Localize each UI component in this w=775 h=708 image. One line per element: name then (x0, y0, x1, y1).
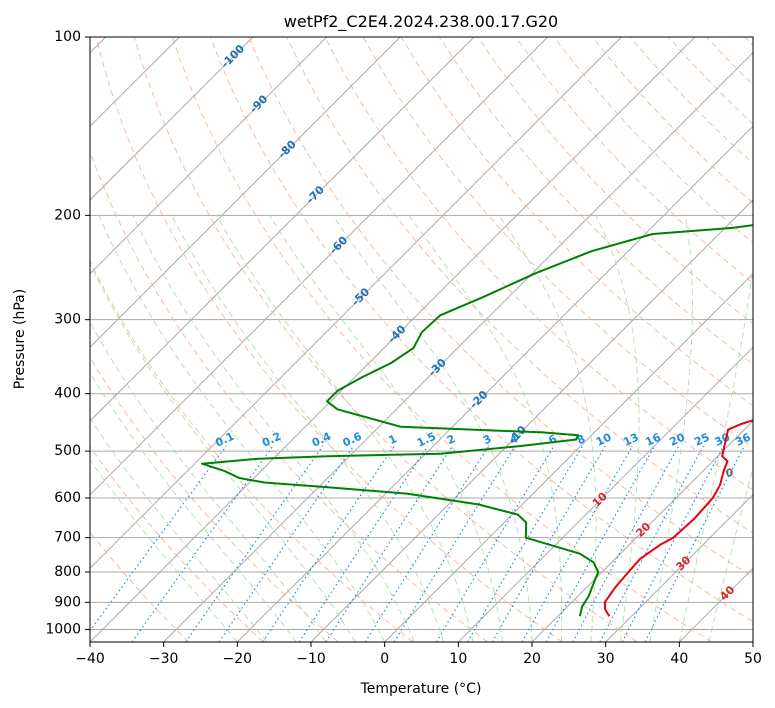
temperature-profile (603, 419, 753, 617)
isotherm-20 (531, 420, 753, 642)
y-tick-label-4: 600 (54, 490, 81, 506)
dry-adiabat-30 (133, 37, 638, 642)
isotherm--80 (90, 37, 401, 349)
y-tick-label-9: 100 (54, 29, 81, 45)
x-tick-label-7: 30 (597, 651, 615, 667)
mixing-ratio-label-13: 16 (643, 430, 663, 448)
y-tick-label-7: 300 (54, 312, 81, 328)
moist-adiabat--12 (90, 371, 297, 642)
moist-adiabat-32 (595, 215, 640, 642)
isotherm--50 (90, 37, 622, 570)
isotherm-0 (384, 272, 753, 642)
dry-adiabat--20 (90, 445, 264, 642)
mixing-ratio-line-5 (298, 445, 429, 642)
mixing-ratio-line-10 (466, 445, 584, 642)
dry-adiabat-80 (324, 37, 753, 491)
profiles (201, 224, 753, 617)
mixing-ratio-label-12: 13 (621, 431, 640, 449)
mixing-ratio-label-14: 20 (668, 430, 688, 448)
dry-adiabat-40 (171, 37, 712, 642)
moist-adiabat-28 (498, 215, 597, 642)
mixing-ratio-line-8 (393, 445, 516, 642)
isotherm--70 (90, 37, 475, 422)
mixing-ratio-label-17: 36 (733, 430, 753, 448)
background-lines (90, 37, 753, 642)
axes: −40 −30 −20 −10 0 10 20 30 40 5010009008007006005… (45, 29, 762, 667)
mixing-ratio-line-4 (262, 445, 395, 642)
moist-adiabat-20 (332, 215, 533, 642)
y-tick-label-6: 400 (54, 386, 81, 402)
dry-adiabat-20 (95, 37, 563, 642)
mixing-ratio-line-12 (521, 445, 634, 642)
mixing-ratio-line-7 (364, 445, 490, 642)
plot-frame (89, 36, 754, 643)
y-tick-label-0: 1000 (45, 621, 81, 637)
moist-adiabat-24 (408, 215, 563, 642)
moist-adiabat-36 (649, 215, 693, 642)
x-tick-label-3: −10 (296, 651, 326, 667)
x-tick-label-0: −40 (75, 651, 105, 667)
x-axis-label: Temperature (°C) (360, 681, 482, 697)
x-tick-label-1: −30 (149, 651, 179, 667)
mixing-ratio-line-6 (325, 445, 454, 642)
mixing-ratio-label-15: 25 (692, 431, 711, 449)
dry-adiabat-70 (286, 37, 753, 534)
moist-adiabat-8 (171, 215, 445, 642)
dry-adiabat-130 (515, 37, 753, 284)
isotherm--60 (90, 37, 549, 496)
y-axis-label: Pressure (hPa) (12, 289, 28, 389)
moist-adiabat-0 (98, 215, 386, 642)
x-tick-label-6: 20 (523, 651, 541, 667)
moist-adiabat-4 (132, 215, 415, 642)
y-tick-label-3: 700 (54, 530, 81, 546)
x-tick-label-4: 0 (380, 651, 389, 667)
mixing-ratio-label-11: 10 (594, 430, 614, 448)
y-tick-label-2: 800 (54, 564, 81, 580)
isotherm-30 (605, 493, 753, 642)
moist-adiabat-40 (678, 263, 753, 642)
moist-adiabat--8 (90, 321, 327, 642)
x-tick-label-8: 40 (670, 651, 688, 667)
x-tick-label-2: −20 (223, 651, 253, 667)
y-tick-label-1: 900 (54, 594, 81, 610)
wet-bulb-zero-marker: 0 (726, 466, 734, 479)
moist-adiabat--16 (90, 417, 268, 642)
x-tick-label-5: 10 (449, 651, 467, 667)
dewpoint-profile (201, 224, 753, 617)
isotherm--30 (163, 51, 753, 642)
moist-adiabat--20 (90, 459, 238, 642)
mixing-ratio-line-11 (491, 445, 606, 642)
x-tick-label-9: 50 (744, 651, 762, 667)
isotherm-10 (457, 346, 753, 642)
dry-adiabat-60 (248, 37, 753, 578)
dry-adiabat-0 (90, 259, 414, 642)
y-tick-label-5: 500 (54, 443, 81, 459)
mixing-ratio-line-14 (572, 445, 680, 642)
moist-adiabat-16 (269, 215, 503, 642)
isotherm--100 (90, 37, 254, 201)
chart-title: wetPf2_C2E4.2024.238.00.17.G20 (284, 12, 558, 32)
isotherm--20 (236, 125, 753, 642)
mixing-ratio-line-13 (545, 445, 656, 642)
mixing-ratio-line-9 (435, 445, 555, 642)
dry-adiabat-50 (210, 37, 753, 623)
isotherm--90 (90, 37, 328, 275)
moist-adiabat-12 (216, 215, 474, 642)
y-tick-label-8: 200 (54, 207, 81, 223)
isotherm--40 (90, 37, 696, 642)
moist-adiabat--4 (90, 262, 356, 642)
